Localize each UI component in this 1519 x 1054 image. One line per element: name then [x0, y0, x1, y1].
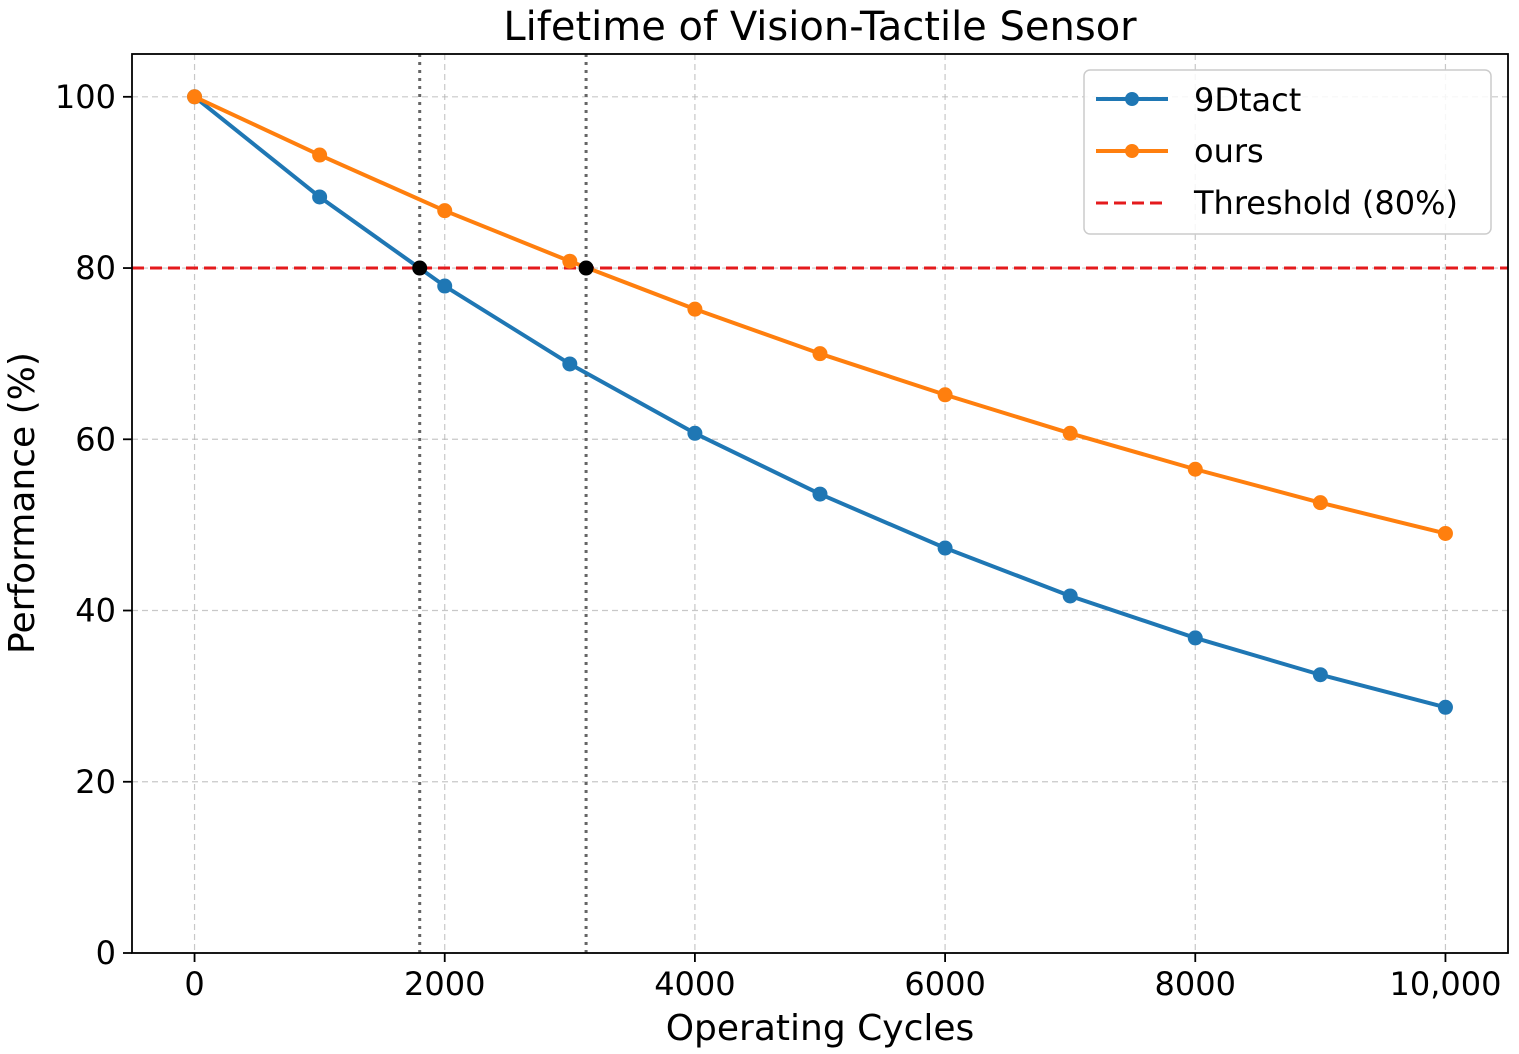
data-point-9dtact — [687, 425, 703, 441]
legend-label-9dtact: 9Dtact — [1194, 81, 1301, 119]
data-point-ours — [1437, 525, 1453, 541]
data-point-ours — [312, 147, 328, 163]
axis-ticks: 0 2000 4000 6000 8000 10,000 0 20 40 60 80 100 — [55, 78, 1502, 1003]
data-point-ours — [687, 301, 703, 317]
crossing-point — [412, 260, 428, 276]
data-point-ours — [1312, 495, 1328, 511]
x-tick-label: 0 — [184, 965, 204, 1003]
data-point-9dtact — [1187, 630, 1203, 646]
data-point-ours — [437, 203, 453, 219]
legend: 9Dtact ours Threshold (80%) — [1083, 69, 1492, 235]
data-point-ours — [937, 387, 953, 403]
data-point-ours — [812, 346, 828, 362]
x-tick-label: 8000 — [1155, 965, 1236, 1003]
x-tick-label: 4000 — [654, 965, 735, 1003]
data-point-9dtact — [1062, 588, 1078, 604]
y-tick-label: 60 — [75, 420, 116, 458]
chart-title: Lifetime of Vision-Tactile Sensor — [503, 4, 1137, 50]
data-point-ours — [187, 89, 203, 105]
data-point-9dtact — [1312, 667, 1328, 683]
x-tick-label: 10,000 — [1389, 965, 1501, 1003]
data-point-9dtact — [437, 278, 453, 294]
data-point-ours — [562, 253, 578, 269]
data-point-9dtact — [312, 189, 328, 205]
data-point-9dtact — [562, 356, 578, 372]
legend-marker-9dtact — [1125, 92, 1139, 106]
data-point-9dtact — [1437, 699, 1453, 715]
data-point-9dtact — [937, 540, 953, 556]
y-axis-label: Performance (%) — [2, 352, 43, 654]
crossing-point — [578, 260, 594, 276]
y-tick-label: 20 — [75, 763, 116, 801]
plot-frame — [131, 53, 1509, 954]
y-tick-label: 80 — [75, 249, 116, 287]
legend-box — [1083, 69, 1492, 235]
data-point-ours — [1062, 425, 1078, 441]
legend-label-ours: ours — [1194, 132, 1264, 170]
data-point-9dtact — [812, 486, 828, 502]
x-axis-label: Operating Cycles — [666, 1008, 975, 1049]
crossing-markers — [412, 260, 594, 276]
legend-marker-ours — [1125, 144, 1139, 158]
x-tick-label: 2000 — [404, 965, 485, 1003]
x-tick-label: 6000 — [904, 965, 985, 1003]
y-tick-label: 100 — [55, 78, 116, 116]
series-layer — [187, 89, 1453, 715]
y-tick-label: 0 — [96, 934, 116, 972]
threshold-layer — [132, 54, 1508, 953]
legend-label-threshold: Threshold (80%) — [1193, 184, 1458, 222]
y-tick-label: 40 — [75, 592, 116, 630]
data-point-ours — [1187, 461, 1203, 477]
